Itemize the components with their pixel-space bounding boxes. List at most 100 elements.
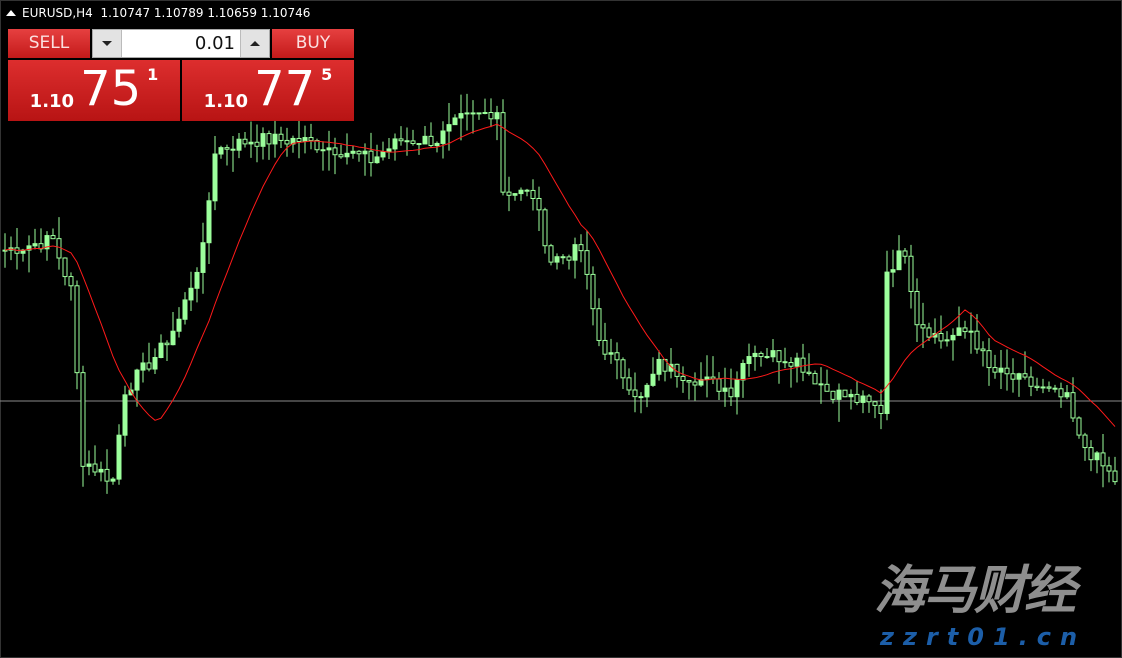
candle (56, 217, 62, 270)
increase-lot-icon[interactable] (240, 30, 269, 57)
candle-body (182, 299, 188, 320)
candle-body (746, 356, 752, 365)
candle (392, 133, 398, 161)
candle (260, 127, 266, 160)
candle-body (830, 390, 836, 400)
candle-body (326, 147, 332, 151)
candle-body (278, 133, 284, 141)
candle-body (998, 367, 1004, 373)
candle (746, 343, 752, 377)
buy-button[interactable]: BUY (272, 29, 354, 58)
candle (674, 363, 680, 388)
candle-body (1034, 385, 1040, 389)
candle-body (992, 367, 998, 373)
candle (50, 228, 56, 240)
candle (338, 144, 344, 159)
one-click-trading-panel: SELL 0.01 BUY 1.10 75 1 1.10 77 5 (8, 29, 354, 121)
candle-body (224, 147, 230, 150)
candle (266, 130, 272, 160)
candle (956, 306, 962, 336)
candle-body (536, 197, 542, 211)
candle-body (734, 379, 740, 398)
candle (686, 380, 692, 400)
candle (86, 450, 92, 476)
candle (812, 370, 818, 385)
candle-body (62, 257, 68, 278)
candle (566, 254, 572, 270)
candle-body (530, 189, 536, 199)
sell-price-point: 1 (147, 65, 159, 84)
candle-body (824, 383, 830, 392)
candle-body (788, 362, 794, 367)
candle-body (98, 468, 104, 473)
candle (1100, 434, 1106, 488)
lot-size-input[interactable]: 0.01 (194, 33, 235, 54)
candle-body (614, 352, 620, 361)
candle-body (728, 387, 734, 398)
candle (620, 357, 626, 389)
candle-body (644, 384, 650, 398)
candle (830, 390, 836, 404)
candle-body (464, 112, 470, 115)
candle (800, 343, 806, 382)
candle-body (638, 396, 644, 399)
candle-body (866, 395, 872, 403)
candle-body (632, 389, 638, 398)
candle (62, 257, 68, 286)
candle-body (494, 112, 500, 120)
candle-body (860, 395, 866, 403)
candle (602, 322, 608, 360)
candle (386, 138, 392, 160)
candle (332, 137, 338, 175)
sell-price-button[interactable]: 1.10 75 1 (8, 60, 180, 121)
candle (890, 249, 896, 288)
candle-body (974, 330, 980, 350)
candle-body (758, 352, 764, 358)
candle-body (722, 387, 728, 392)
candle-body (212, 153, 218, 202)
candle-body (872, 401, 878, 406)
candle-body (194, 271, 200, 289)
candle-body (476, 112, 482, 115)
candle (1022, 351, 1028, 380)
candle (230, 135, 236, 172)
candle (488, 98, 494, 128)
collapse-triangle-icon[interactable] (6, 10, 16, 16)
candle-body (1016, 373, 1022, 380)
candle-body (410, 140, 416, 145)
candle-body (206, 200, 212, 244)
buy-price-button[interactable]: 1.10 77 5 (182, 60, 354, 121)
lot-size-stepper[interactable]: 0.01 (92, 29, 270, 58)
candle-body (104, 468, 110, 482)
candle-body (704, 376, 710, 380)
candle (506, 176, 512, 212)
candle (104, 449, 110, 494)
candle (248, 121, 254, 158)
candle-body (902, 250, 908, 257)
candle (1064, 385, 1070, 400)
candle (668, 348, 674, 379)
candle (770, 338, 776, 363)
candle (308, 123, 314, 150)
candle (572, 237, 578, 279)
candle-body (692, 381, 698, 386)
candle-body (320, 149, 326, 152)
candle (482, 98, 488, 115)
candle-body (944, 339, 950, 342)
candle (998, 349, 1004, 390)
candle (464, 93, 470, 131)
candle-body (650, 373, 656, 386)
candle-body (500, 112, 506, 193)
candle-body (446, 124, 452, 132)
candle (992, 354, 998, 379)
sell-button[interactable]: SELL (8, 29, 90, 58)
candle-body (92, 463, 98, 473)
candle-body (314, 140, 320, 151)
candle (662, 358, 668, 382)
candle-body (578, 244, 584, 252)
candle-body (542, 209, 548, 247)
candle-body (776, 350, 782, 363)
decrease-lot-icon[interactable] (93, 30, 122, 57)
ohlc-label: 1.10747 1.10789 1.10659 1.10746 (100, 6, 311, 20)
